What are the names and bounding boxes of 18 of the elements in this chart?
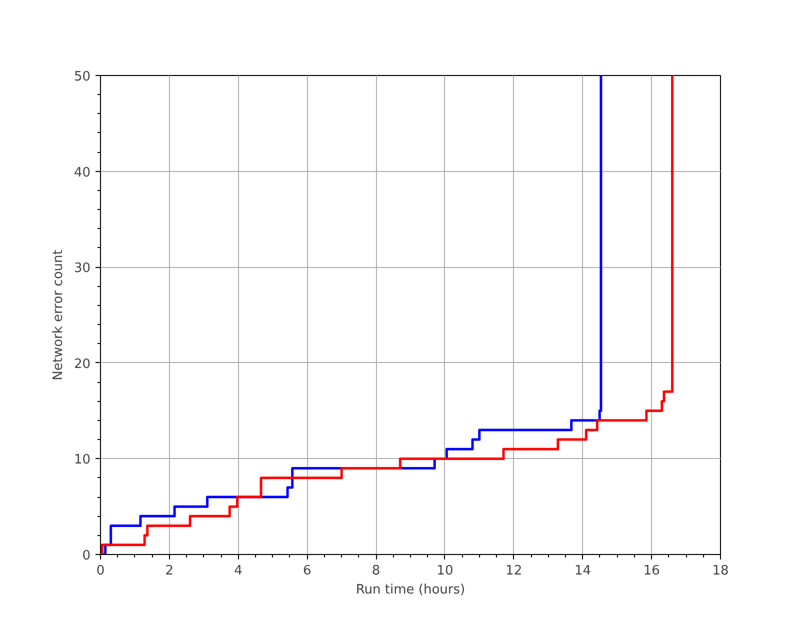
x-tick-label: 14: [574, 564, 591, 578]
x-tick-label: 8: [372, 564, 380, 578]
x-tick-label: 2: [165, 564, 174, 578]
x-tick-label: 16: [643, 564, 660, 578]
y-tick-label: 50: [74, 70, 91, 84]
y-tick-label: 10: [74, 452, 91, 468]
x-tick-label: 4: [234, 564, 242, 578]
y-axis-title: Network error count: [50, 250, 66, 380]
x-tick-label: 18: [712, 564, 729, 578]
y-tick-label: 40: [74, 165, 91, 180]
x-tick-label: 10: [436, 564, 454, 578]
y-tick-label: 0: [82, 548, 91, 564]
x-axis-title: Run time (hours): [356, 582, 466, 598]
x-tick-label: 12: [506, 564, 522, 578]
x-tick-label: 0: [96, 564, 105, 578]
y-tick-label: 20: [74, 356, 91, 372]
y-tick-label: 30: [74, 261, 91, 276]
x-tick-label: 6: [303, 564, 312, 578]
